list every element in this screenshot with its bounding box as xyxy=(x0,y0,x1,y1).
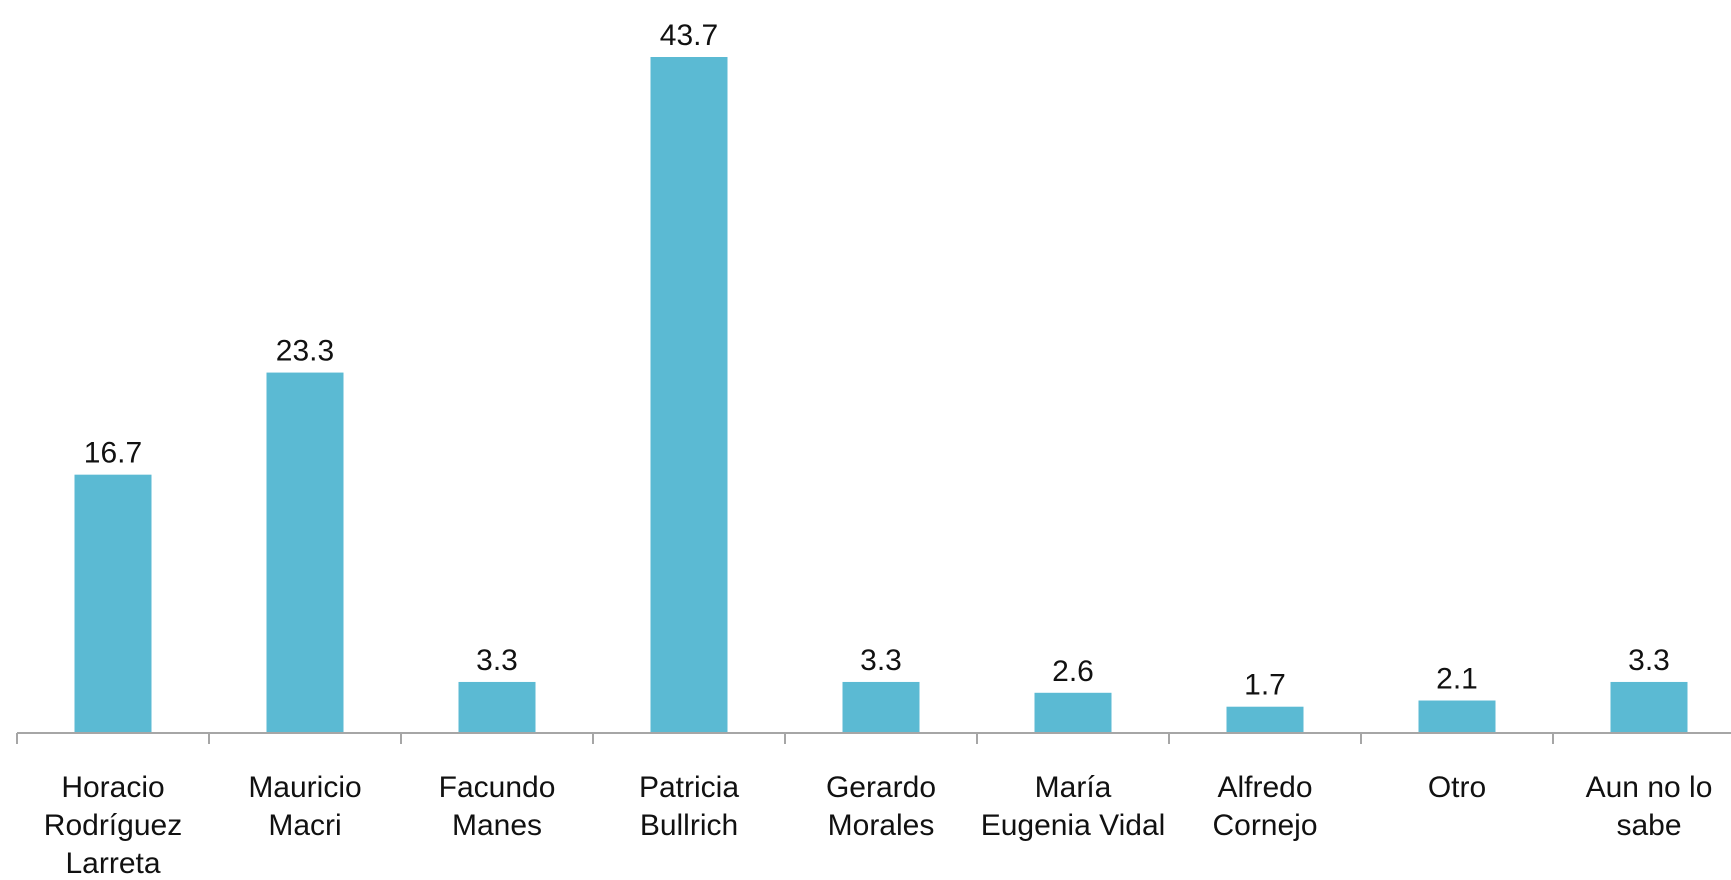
data-label: 1.7 xyxy=(1244,669,1286,702)
bar xyxy=(1226,706,1304,733)
x-axis-ticks xyxy=(16,733,1554,744)
x-tick-label: Eugenia Vidal xyxy=(981,809,1166,842)
x-tick-label: Horacio xyxy=(61,771,164,804)
bar xyxy=(74,474,152,733)
x-tick-label: Bullrich xyxy=(640,809,738,842)
x-tick-label: Larreta xyxy=(65,847,160,880)
x-tick-label: Manes xyxy=(452,809,542,842)
data-label: 43.7 xyxy=(660,19,718,52)
x-tick-label: María xyxy=(1035,771,1112,804)
x-tick-label: Alfredo xyxy=(1217,771,1312,804)
data-label: 23.3 xyxy=(276,335,334,368)
category-labels: Horacio Rodríguez Larreta Mauricio Macri Facu… xyxy=(44,771,1713,880)
bar xyxy=(650,57,728,733)
x-tick-label: Otro xyxy=(1428,771,1486,804)
x-tick-label: Macri xyxy=(268,809,341,842)
data-label: 16.7 xyxy=(84,437,142,470)
x-tick-label: Facundo xyxy=(439,771,556,804)
x-tick-label: Morales xyxy=(828,809,935,842)
bar xyxy=(458,681,536,733)
bars xyxy=(74,57,1688,733)
x-tick-label: Patricia xyxy=(639,771,739,804)
data-label: 3.3 xyxy=(860,644,902,677)
x-tick-label: Rodríguez xyxy=(44,809,182,842)
data-label: 3.3 xyxy=(1628,644,1670,677)
bar xyxy=(1610,681,1688,733)
x-tick-label: Cornejo xyxy=(1212,809,1317,842)
data-label: 2.1 xyxy=(1436,663,1478,696)
data-label: 3.3 xyxy=(476,644,518,677)
value-labels: 16.7 23.3 3.3 43.7 3.3 2.6 1.7 2.1 3.3 xyxy=(84,19,1670,702)
x-tick-label: Mauricio xyxy=(248,771,361,804)
bar xyxy=(1034,692,1112,733)
bar xyxy=(1418,700,1496,733)
x-tick-label: Aun no lo xyxy=(1586,771,1713,804)
x-tick-label: Gerardo xyxy=(826,771,936,804)
data-label: 2.6 xyxy=(1052,655,1094,688)
bar xyxy=(266,372,344,733)
bar xyxy=(842,681,920,733)
x-tick-label: sabe xyxy=(1616,809,1681,842)
